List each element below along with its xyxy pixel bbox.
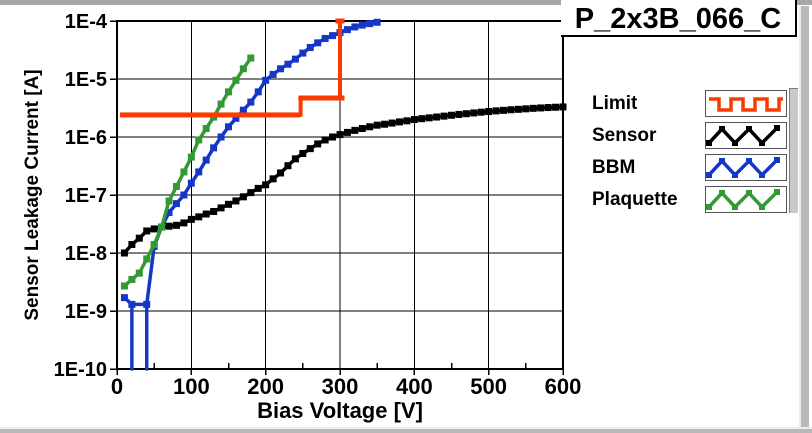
- y-tick-label: 1E-10: [54, 359, 107, 381]
- legend-swatch-plaquette[interactable]: [705, 186, 787, 213]
- y-tick-label: 1E-8: [65, 243, 107, 265]
- series-sensor: [120, 103, 567, 257]
- series-limit: [119, 18, 345, 118]
- legend-item-sensor: Sensor: [592, 122, 787, 149]
- top-divider-bar: [0, 0, 812, 5]
- series-plaquette: [120, 54, 255, 290]
- grid-lines: [117, 21, 563, 369]
- legend-swatch-bbm[interactable]: [705, 154, 787, 181]
- x-axis-title: Bias Voltage [V]: [257, 398, 423, 423]
- legend-item-bbm: BBM: [592, 154, 787, 181]
- legend-label-plaquette: Plaquette: [592, 188, 678, 210]
- square-wave-icon: [709, 96, 783, 112]
- graph-title: P_2x3B_066_C: [574, 3, 782, 35]
- y-axis-title: Sensor Leakage Current [A]: [22, 69, 43, 321]
- x-tick-label: 400: [396, 374, 433, 399]
- x-tick-label: 500: [470, 374, 507, 399]
- legend-swatch-limit[interactable]: [705, 90, 787, 117]
- y-tick-label: 1E-5: [65, 69, 107, 91]
- plot-legend: Limit Sensor BBM Plaquette: [592, 90, 787, 218]
- graph-title-box: P_2x3B_066_C: [561, 0, 797, 37]
- legend-label-limit: Limit: [592, 92, 638, 114]
- bottom-scrollbar[interactable]: [0, 427, 812, 433]
- y-tick-label: 1E-6: [65, 127, 107, 149]
- y-tick-label: 1E-9: [65, 301, 107, 323]
- x-tick-label: 0: [111, 374, 123, 399]
- legend-item-limit: Limit: [592, 90, 787, 117]
- x-tick-label: 600: [545, 374, 582, 399]
- legend-scrollbar[interactable]: [789, 88, 798, 213]
- legend-label-sensor: Sensor: [592, 124, 657, 146]
- legend-label-bbm: BBM: [592, 156, 636, 178]
- triangle-wave-icon: [706, 156, 780, 178]
- x-tick-label: 300: [322, 374, 359, 399]
- x-tick-label: 200: [247, 374, 284, 399]
- y-tick-label: 1E-7: [65, 185, 107, 207]
- axis-ticks: [110, 20, 564, 375]
- tick-labels: 0 100 200 300 400 500 600 1E-4 1E-5 1E-6 1E-7 1E-8 1…: [54, 11, 582, 399]
- right-scrollbar[interactable]: [799, 6, 809, 433]
- legend-item-plaquette: Plaquette: [592, 186, 787, 213]
- triangle-wave-icon: [706, 188, 780, 210]
- y-tick-label: 1E-4: [65, 11, 108, 33]
- legend-swatch-sensor[interactable]: [705, 122, 787, 149]
- x-tick-label: 100: [173, 374, 210, 399]
- triangle-wave-icon: [706, 124, 780, 146]
